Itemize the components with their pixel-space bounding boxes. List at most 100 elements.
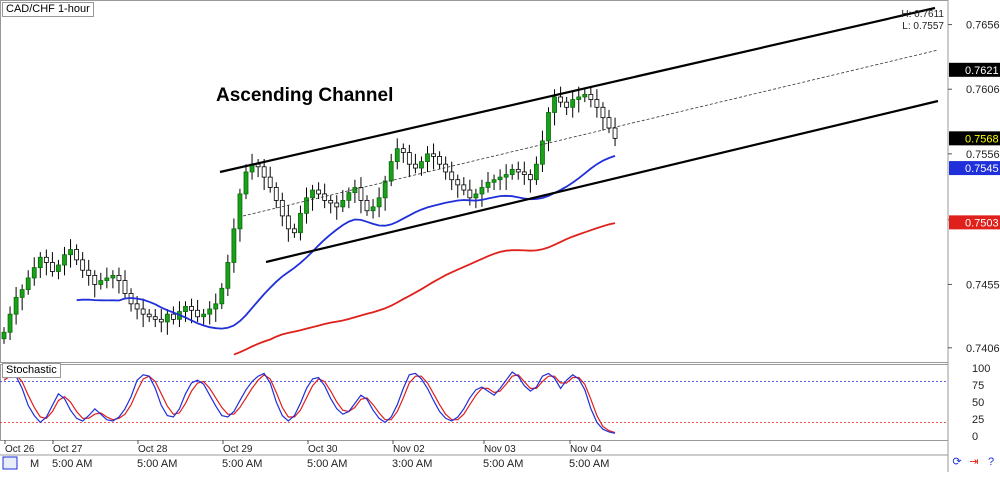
- candle-down: [406, 152, 412, 165]
- candle-up: [570, 99, 576, 108]
- candle-up: [576, 96, 582, 100]
- price-marker-label: 0.7545: [965, 163, 999, 175]
- candle-up: [304, 197, 309, 214]
- stochastic-tick-label: 100: [972, 363, 990, 375]
- go-to-end-icon[interactable]: ⇥: [969, 456, 979, 468]
- candle-up: [352, 187, 358, 194]
- candle-down: [412, 163, 418, 169]
- x-tick-label-time: 5:00 AM: [52, 458, 92, 470]
- x-tick-label-date: Nov 02: [393, 444, 425, 455]
- candle-up: [546, 112, 551, 142]
- channel-lower-line: [265, 99, 939, 264]
- help-icon[interactable]: ?: [987, 456, 995, 468]
- x-tick-label-date: Oct 29: [223, 444, 253, 455]
- candle-down: [279, 199, 285, 217]
- x-tick-label-time: 5:00 AM: [569, 458, 609, 470]
- y-tick-label: 0.7455: [966, 279, 1000, 291]
- channel-annotation: Ascending Channel: [216, 85, 394, 106]
- y-tick-label: 0.7606: [966, 84, 1000, 96]
- y-tick-label: 0.7406: [966, 343, 1000, 355]
- candle-up: [201, 313, 207, 318]
- candle-down: [564, 101, 570, 108]
- x-tick-label-date: Oct 27: [53, 444, 83, 455]
- candle-down: [267, 176, 273, 188]
- candle-down: [588, 93, 594, 100]
- x-tick-label-date: Nov 03: [484, 444, 516, 455]
- candle-up: [243, 171, 249, 195]
- candle-up: [110, 274, 116, 279]
- candle-down: [358, 187, 364, 201]
- candle-down: [86, 269, 92, 276]
- candle-down: [291, 228, 297, 234]
- price-marker: [949, 62, 1000, 77]
- price-marker-label: 0.7503: [965, 217, 999, 229]
- x-tick-label-date: Oct 28: [138, 444, 168, 455]
- candle-up: [225, 262, 231, 289]
- candle-down: [606, 117, 612, 129]
- candle-up: [7, 313, 13, 333]
- candle-down: [461, 184, 467, 191]
- stochastic-tick-label: 25: [972, 414, 984, 426]
- x-tick-label-time: 3:00 AM: [392, 458, 432, 470]
- candle-down: [80, 259, 86, 271]
- price-marker-label: 0.7568: [965, 133, 999, 145]
- candle-up: [419, 161, 424, 169]
- low-value: L: 0.7557: [902, 21, 944, 32]
- y-tick-label: 0.7656: [966, 20, 1000, 32]
- candle-up: [382, 180, 388, 199]
- channel-midline: [242, 49, 939, 217]
- candle-up: [394, 148, 400, 163]
- candle-up: [62, 254, 67, 266]
- x-tick-label-time: 5:00 AM: [222, 458, 262, 470]
- candle-up: [388, 161, 394, 182]
- price-marker-label: 0.7621: [965, 65, 999, 77]
- price-marker: [949, 131, 1000, 146]
- candle-down: [195, 309, 201, 318]
- candle-down: [600, 106, 606, 119]
- candle-up: [491, 179, 497, 183]
- price-panel-frame: [0, 0, 949, 363]
- candles-group: [1, 86, 618, 344]
- candle-down: [431, 153, 436, 157]
- candle-up: [534, 163, 539, 181]
- high-low-readout: H: 0.7611 L: 0.7557: [901, 9, 944, 33]
- candle-up: [31, 267, 37, 279]
- price-marker: [949, 161, 1000, 176]
- candle-up: [183, 306, 188, 312]
- candle-up: [68, 249, 73, 256]
- candle-down: [316, 189, 322, 195]
- candle-up: [503, 174, 509, 178]
- x-tick-label-date: Oct 30: [308, 444, 338, 455]
- candle-up: [104, 277, 110, 281]
- candle-down: [43, 256, 49, 263]
- candle-up: [485, 181, 491, 188]
- y-tick-label: 0.7556: [966, 149, 1000, 161]
- candle-down: [467, 189, 473, 199]
- candle-up: [219, 287, 225, 305]
- sync-icon[interactable]: ⟳: [952, 456, 962, 468]
- candle-up: [19, 289, 25, 298]
- candle-up: [425, 153, 430, 163]
- candle-down: [594, 99, 600, 108]
- candle-down: [134, 303, 140, 310]
- candle-up: [207, 308, 213, 315]
- candle-up: [310, 189, 315, 199]
- candle-down: [189, 306, 194, 311]
- candle-up: [13, 296, 19, 315]
- stochastic-tick-label: 0: [972, 431, 978, 443]
- candle-down: [521, 171, 527, 175]
- candle-up: [340, 199, 346, 208]
- candle-up: [298, 212, 303, 234]
- candle-down: [50, 262, 55, 272]
- candle-up: [479, 187, 485, 195]
- candle-down: [328, 199, 334, 204]
- candle-up: [497, 176, 503, 181]
- candle-up: [237, 193, 243, 230]
- candle-down: [158, 318, 164, 323]
- stochastic-d-line: [3, 374, 616, 434]
- high-value: H: 0.7611: [901, 9, 944, 20]
- x-tick-label-time: 5:00 AM: [483, 458, 523, 470]
- x-tick-label-date: Oct 26: [5, 444, 35, 455]
